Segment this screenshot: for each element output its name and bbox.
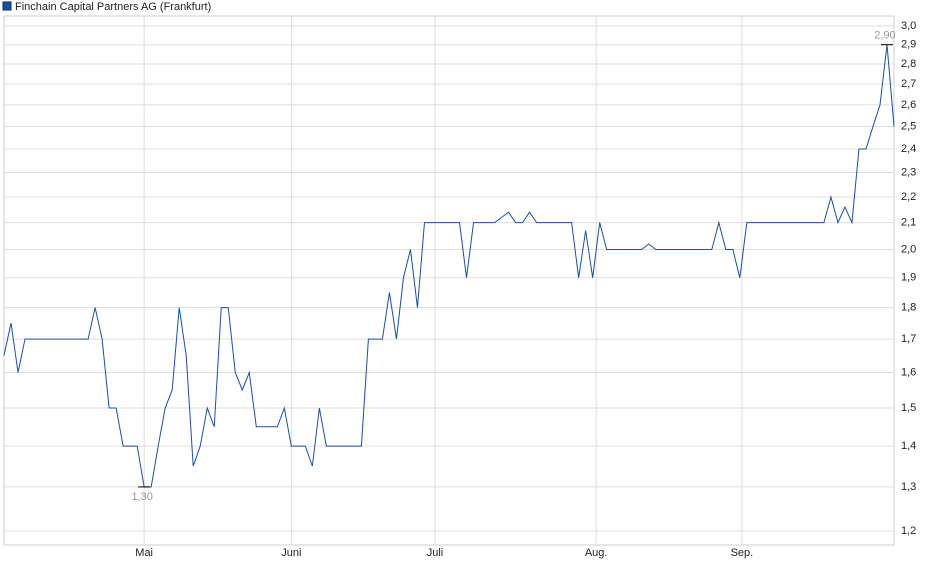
y-tick-label: 2,6 bbox=[901, 99, 916, 111]
y-tick-label: 2,4 bbox=[901, 143, 916, 155]
y-tick-label: 1,8 bbox=[901, 301, 916, 313]
chart-title: Finchain Capital Partners AG (Frankfurt) bbox=[15, 1, 211, 13]
y-tick-label: 1,2 bbox=[901, 525, 916, 537]
y-tick-label: 2,9 bbox=[901, 39, 916, 51]
x-tick-label: Mai bbox=[135, 547, 153, 559]
y-tick-label: 1,6 bbox=[901, 366, 916, 378]
y-tick-label: 2,5 bbox=[901, 120, 916, 132]
legend-marker bbox=[2, 1, 12, 11]
x-tick-label: Juni bbox=[281, 547, 301, 559]
annotation: 2,90 bbox=[874, 30, 895, 42]
y-tick-label: 1,5 bbox=[901, 402, 916, 414]
plot-area bbox=[3, 15, 895, 546]
y-tick-label: 3,0 bbox=[901, 20, 916, 32]
y-tick-label: 1,7 bbox=[901, 333, 916, 345]
y-tick-label: 1,9 bbox=[901, 272, 916, 284]
y-tick-label: 2,3 bbox=[901, 166, 916, 178]
y-tick-label: 2,1 bbox=[901, 217, 916, 229]
y-tick-label: 2,2 bbox=[901, 191, 916, 203]
price-line bbox=[3, 44, 895, 488]
y-tick-label: 1,3 bbox=[901, 481, 916, 493]
y-tick-label: 2,7 bbox=[901, 78, 916, 90]
y-tick-label: 2,0 bbox=[901, 243, 916, 255]
x-tick-label: Juli bbox=[427, 547, 444, 559]
x-tick-label: Aug. bbox=[585, 547, 608, 559]
y-tick-label: 2,8 bbox=[901, 58, 916, 70]
x-tick-label: Sep. bbox=[731, 547, 754, 559]
annotation: 1,30 bbox=[131, 491, 152, 503]
y-tick-label: 1,4 bbox=[901, 440, 916, 452]
